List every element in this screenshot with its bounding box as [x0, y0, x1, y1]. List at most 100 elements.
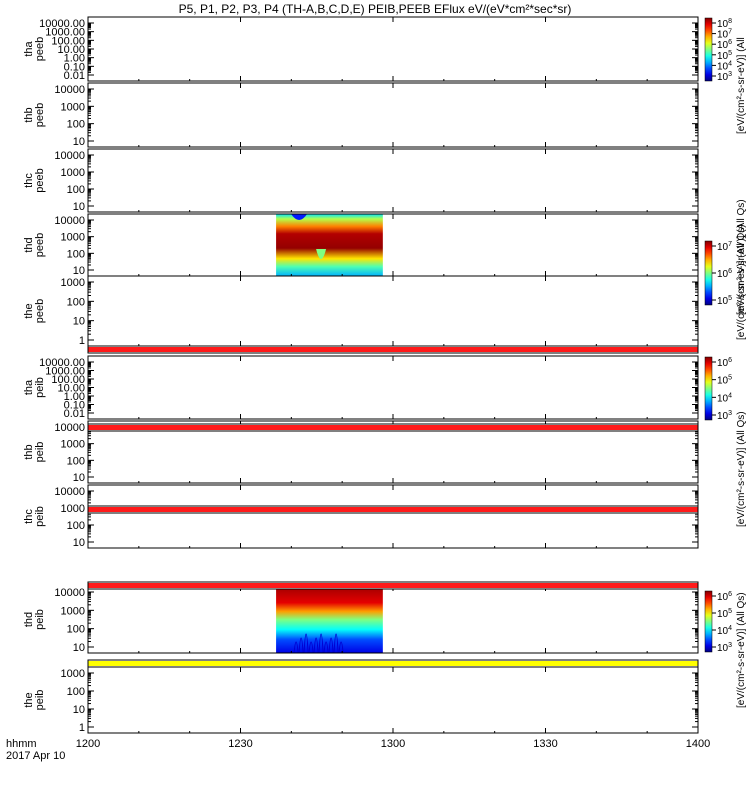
- spectrogram-block: [276, 586, 383, 653]
- y-tick-label: 1000: [61, 668, 85, 680]
- y-tick-label: 10000: [54, 84, 85, 96]
- panel-background: [88, 276, 698, 346]
- y-tick-label: 1000.00: [45, 27, 85, 39]
- flag-bar: [88, 347, 698, 352]
- spectrogram-feature: [313, 637, 319, 654]
- panel-background: [88, 17, 698, 81]
- y-tick-label: 10: [73, 201, 85, 213]
- colorbar-label-3: [eV/(cm²-s-sr-eV)] (All Qs): [736, 224, 747, 340]
- y-tick-label: 10: [73, 316, 85, 328]
- colorbar-label-1: [eV/(cm²-s-sr-eV)] (All: [736, 37, 747, 134]
- spectrogram-feature: [323, 641, 329, 654]
- y-tick-label: 10: [73, 642, 85, 654]
- colorbar-tick-label: 103: [717, 642, 732, 654]
- panel-probe-label: the: [23, 692, 35, 707]
- y-tick-label: 10000: [54, 486, 85, 498]
- colorbar: [704, 240, 713, 306]
- flag-bar-frame: [87, 581, 699, 590]
- panel-product-label: peib: [34, 690, 46, 711]
- panel-product-label: peeb: [34, 299, 46, 323]
- flag-bar-frame: [87, 659, 699, 668]
- y-tick-label: 1: [79, 722, 85, 734]
- y-tick-label: 1000: [61, 232, 85, 244]
- colorbar-tick-label: 105: [717, 375, 732, 387]
- spectrogram-feature: [308, 641, 314, 654]
- panel-product-label: peeb: [34, 103, 46, 127]
- y-tick-label: 10: [73, 704, 85, 716]
- panel-background: [88, 83, 698, 147]
- y-tick-label: 0.10: [64, 400, 85, 412]
- panel-product-label: peib: [34, 377, 46, 398]
- panel-background: [88, 149, 698, 212]
- panel-background: [88, 586, 698, 653]
- y-tick-label: 10: [73, 136, 85, 148]
- colorbar: [704, 356, 713, 421]
- colorbar-tick-label: 106: [717, 591, 732, 603]
- y-tick-label: 10: [73, 537, 85, 549]
- colorbar-tick-label: 106: [717, 268, 732, 280]
- panel-probe-label: thb: [23, 444, 35, 459]
- panel-probe-label: tha: [23, 40, 35, 56]
- colorbar-tick-label: 104: [717, 392, 732, 404]
- spectrogram-feature: [291, 214, 308, 220]
- colorbar-tick-label: 105: [717, 295, 732, 307]
- flag-bar: [88, 507, 698, 512]
- y-tick-label: 100: [67, 184, 85, 196]
- colorbar-tick-label: 103: [717, 71, 732, 83]
- panel-background: [88, 667, 698, 733]
- flag-bar: [88, 425, 698, 430]
- y-tick-label: 10000: [54, 587, 85, 599]
- y-tick-label: 100: [67, 296, 85, 308]
- panel-product-label: peib: [34, 609, 46, 630]
- panel-probe-label: thd: [23, 237, 35, 252]
- spectrogram-feature: [333, 633, 339, 654]
- x-tick-label: 1400: [686, 738, 710, 750]
- y-tick-label: 100: [67, 520, 85, 532]
- colorbar-label-5: [eV/(cm²-s-sr-eV)] (All Qs): [736, 592, 747, 708]
- spectrogram-feature: [298, 637, 304, 654]
- colorbar: [704, 17, 713, 82]
- panel-probe-label: thc: [23, 173, 35, 188]
- y-tick-label: 1.00: [64, 53, 85, 65]
- y-tick-label: 100: [67, 686, 85, 698]
- spectrogram-feature: [338, 641, 344, 654]
- spectrogram-feature: [328, 637, 334, 654]
- y-tick-label: 1000: [61, 503, 85, 515]
- flag-bar-frame: [87, 345, 699, 354]
- colorbar-label-4: [eV/(cm²-s-sr-eV)] (All Qs): [736, 411, 747, 527]
- panel-background: [88, 485, 698, 548]
- panel-product-label: peib: [34, 442, 46, 463]
- y-tick-label: 0.01: [64, 408, 85, 420]
- panel-probe-label: thb: [23, 107, 35, 122]
- panel-probe-label: tha: [23, 379, 35, 395]
- y-tick-label: 100: [67, 624, 85, 636]
- y-tick-label: 0.01: [64, 70, 85, 82]
- panel-product-label: peib: [34, 506, 46, 527]
- y-tick-label: 10.00: [57, 44, 85, 56]
- y-tick-label: 1000.00: [45, 366, 85, 378]
- y-tick-label: 100: [67, 455, 85, 467]
- spectrogram-feature: [293, 641, 299, 654]
- y-tick-label: 100.00: [51, 35, 85, 47]
- flag-bar-frame: [87, 423, 699, 432]
- y-tick-label: 1000: [61, 167, 85, 179]
- y-tick-label: 10000.00: [39, 357, 85, 369]
- panel-product-label: peeb: [34, 37, 46, 61]
- date-label: 2017 Apr 10: [6, 750, 66, 762]
- panel-probe-label: thc: [23, 509, 35, 524]
- y-tick-label: 1: [79, 335, 85, 347]
- y-tick-label: 1.00: [64, 391, 85, 403]
- colorbar-tick-label: 107: [717, 29, 732, 41]
- x-tick-label: 1300: [381, 738, 405, 750]
- y-tick-label: 10: [73, 472, 85, 484]
- y-tick-label: 100: [67, 119, 85, 131]
- flag-bar: [88, 661, 698, 666]
- x-axis-time-label: hhmm: [6, 738, 37, 750]
- panel-product-label: peeb: [34, 168, 46, 192]
- flag-bar: [88, 583, 698, 588]
- y-tick-label: 1000: [61, 277, 85, 289]
- y-tick-label: 1000: [61, 439, 85, 451]
- y-tick-label: 10.00: [57, 383, 85, 395]
- y-tick-label: 1000: [61, 101, 85, 113]
